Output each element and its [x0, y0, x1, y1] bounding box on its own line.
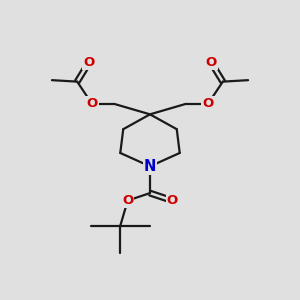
Text: O: O: [83, 56, 95, 69]
Text: O: O: [205, 56, 217, 69]
Text: O: O: [202, 98, 214, 110]
Text: O: O: [86, 98, 98, 110]
Text: O: O: [167, 194, 178, 207]
Text: N: N: [144, 159, 156, 174]
Text: O: O: [122, 194, 133, 207]
